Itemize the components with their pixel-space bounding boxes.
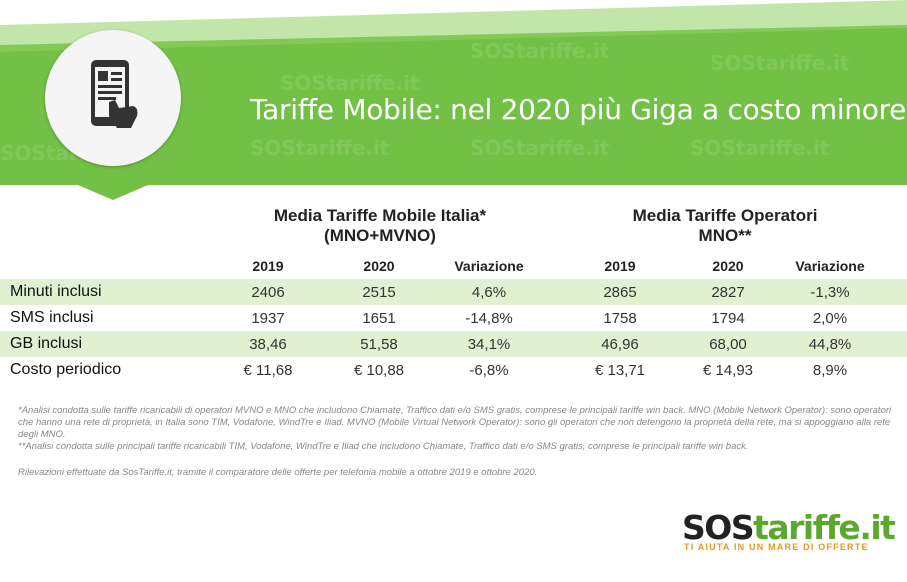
row-label: SMS inclusi	[10, 309, 94, 326]
table-cell: 2406	[251, 284, 285, 301]
group-header-mno: Media Tariffe Operatori MNO**	[632, 206, 818, 245]
table-cell: € 13,71	[594, 362, 646, 379]
logo-sos: SOS	[682, 508, 755, 547]
table-cell: 1651	[362, 310, 396, 327]
svg-text:SOStariffe.it: SOStariffe.it	[690, 136, 830, 160]
smartphone-touch-icon	[91, 60, 138, 128]
brand-logo: SOStariffe.it TI AIUTA IN UN MARE DI OFF…	[682, 508, 902, 568]
table-cell: -14,8%	[465, 310, 513, 327]
table-cell: 68,00	[709, 336, 747, 353]
table-row: Costo periodico € 11,68 € 10,88 -6,8% € …	[0, 357, 907, 383]
column-header: 2020	[712, 258, 744, 274]
svg-text:SOStariffe.it: SOStariffe.it	[280, 71, 420, 95]
column-header: Variazione	[454, 258, 524, 274]
footnote-survey: Rilevazioni effettuate da SosTariffe.it,…	[18, 467, 538, 478]
logo-wordmark: SOStariffe.it	[682, 508, 896, 547]
footnotes: *Analisi condotta sulle tariffe ricarica…	[18, 405, 898, 479]
table-cell: 4,6%	[471, 284, 507, 301]
table-cell: 2515	[362, 284, 396, 301]
column-header: Variazione	[795, 258, 865, 274]
table-cell: -6,8%	[469, 362, 509, 379]
table-cell: 2827	[711, 284, 745, 301]
page-title: Tariffe Mobile: nel 2020 più Giga a cost…	[250, 93, 907, 126]
table-cell: 8,9%	[812, 362, 848, 379]
table-cell: 51,58	[360, 336, 398, 353]
column-header-row: 2019 2020 Variazione 2019 2020 Variazion…	[0, 258, 907, 276]
footnote-mno-mvno: *Analisi condotta sulle tariffe ricarica…	[18, 405, 892, 440]
footnote-mno: **Analisi condotta sulle principali tari…	[18, 441, 749, 452]
logo-domain: tariffe.it	[753, 508, 896, 547]
column-header: 2019	[604, 258, 636, 274]
svg-text:SOStariffe.it: SOStariffe.it	[470, 39, 610, 63]
column-header: 2020	[363, 258, 395, 274]
table-cell: 1794	[711, 310, 745, 327]
table-row: GB inclusi 38,46 51,58 34,1% 46,96 68,00…	[0, 331, 907, 357]
icon-badge	[45, 30, 181, 166]
logo-tagline: TI AIUTA IN UN MARE DI OFFERTE	[684, 542, 869, 552]
table-cell: € 14,93	[702, 362, 754, 379]
table-cell: 34,1%	[467, 336, 511, 353]
svg-text:SOStariffe.it: SOStariffe.it	[250, 136, 390, 160]
table-row: Minuti inclusi 2406 2515 4,6% 2865 2827 …	[0, 279, 907, 305]
table-cell: -1,3%	[810, 284, 850, 301]
svg-text:SOStariffe.it: SOStariffe.it	[470, 136, 610, 160]
table-cell: 1758	[603, 310, 637, 327]
row-label: Minuti inclusi	[10, 283, 102, 300]
table-cell: 38,46	[249, 336, 287, 353]
table-cell: 2,0%	[812, 310, 848, 327]
row-label: GB inclusi	[10, 335, 83, 352]
table-cell: 2865	[603, 284, 637, 301]
row-label: Costo periodico	[10, 361, 122, 378]
table-cell: € 10,88	[353, 362, 405, 379]
svg-text:SOStariffe.it: SOStariffe.it	[710, 51, 850, 75]
column-header: 2019	[252, 258, 284, 274]
table-cell: € 11,68	[243, 362, 293, 379]
table-row: SMS inclusi 1937 1651 -14,8% 1758 1794 2…	[0, 305, 907, 331]
table-cell: 44,8%	[808, 336, 852, 353]
table-cell: 46,96	[601, 336, 639, 353]
table-cell: 1937	[251, 310, 285, 327]
group-header-italia: Media Tariffe Mobile Italia* (MNO+MVNO)	[273, 206, 487, 245]
